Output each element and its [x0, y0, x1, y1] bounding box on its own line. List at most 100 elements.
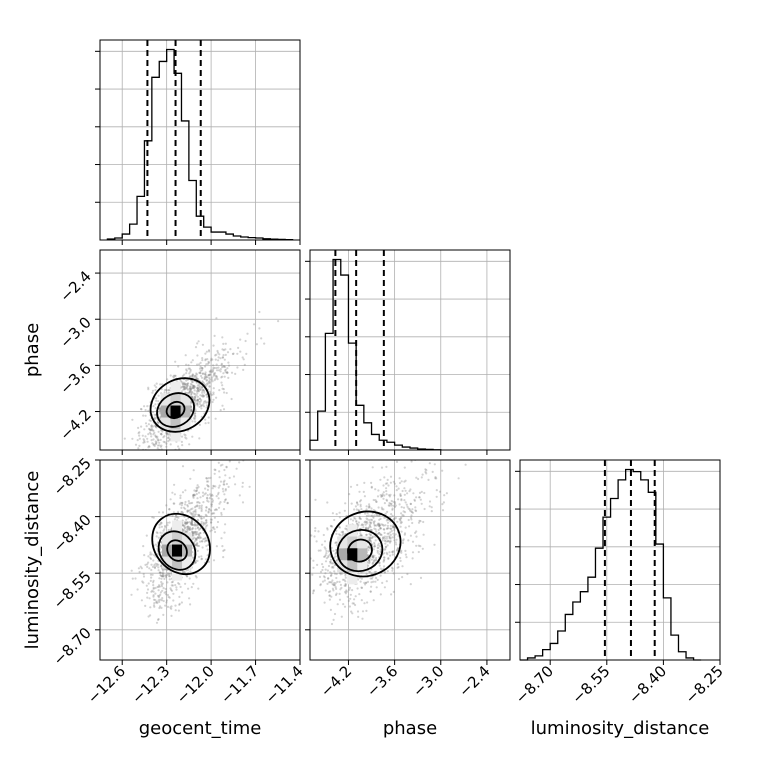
scatter-point [182, 529, 185, 532]
scatter-point [163, 391, 166, 394]
scatter-point [385, 537, 388, 540]
scatter-point [199, 365, 202, 368]
scatter-point [419, 498, 422, 501]
scatter-point [390, 593, 393, 596]
scatter-point [393, 502, 397, 505]
scatter-point [385, 499, 389, 502]
scatter-point [219, 409, 222, 412]
scatter-point [205, 404, 209, 407]
scatter-point [150, 439, 153, 442]
scatter-point [360, 508, 363, 511]
scatter-point [191, 385, 194, 388]
scatter-point [189, 388, 192, 391]
y-axis-title-phase: phase [22, 323, 43, 377]
scatter-point [194, 508, 197, 512]
scatter-point [371, 554, 374, 557]
scatter-point [332, 549, 335, 553]
scatter-point [193, 397, 196, 401]
scatter-point [332, 589, 335, 592]
scatter-point [207, 361, 211, 364]
scatter-point [159, 523, 162, 526]
scatter-point [395, 538, 398, 541]
scatter-point [370, 481, 373, 484]
scatter-point [363, 481, 366, 484]
scatter-point [149, 606, 152, 609]
scatter-point [168, 575, 171, 578]
scatter-point [166, 581, 169, 584]
scatter-point [364, 583, 367, 586]
scatter-point [401, 489, 404, 493]
scatter-point [348, 605, 351, 608]
scatter-point [331, 583, 334, 586]
scatter-point [154, 389, 157, 392]
scatter-point [335, 513, 338, 516]
scatter-point [161, 573, 165, 576]
scatter-point [202, 501, 205, 504]
scatter-point [400, 506, 403, 509]
scatter-point [160, 433, 163, 436]
scatter-point [160, 454, 162, 456]
scatter-point [382, 536, 385, 539]
scatter-point [198, 507, 201, 510]
scatter-point [365, 521, 368, 524]
scatter-point [163, 441, 166, 444]
scatter-point [195, 538, 198, 541]
scatter-point [161, 582, 164, 585]
scatter-point [186, 387, 189, 390]
scatter-point [226, 371, 229, 375]
scatter-point [421, 473, 424, 476]
scatter-point [186, 384, 189, 387]
scatter-point [139, 565, 142, 568]
scatter-point [173, 518, 176, 521]
scatter-point [137, 447, 140, 450]
scatter-point [369, 590, 372, 593]
scatter-point [213, 512, 216, 515]
scatter-point [312, 566, 315, 569]
scatter-point [166, 432, 169, 435]
scatter-point [205, 406, 208, 409]
scatter-point [367, 536, 370, 539]
density-cell [337, 548, 348, 561]
scatter-point [218, 470, 221, 473]
scatter-point [153, 605, 156, 608]
scatter-point [325, 557, 328, 560]
scatter-point [330, 572, 333, 575]
scatter-point [154, 543, 157, 546]
scatter-point [345, 524, 348, 528]
scatter-point [385, 535, 389, 538]
scatter-point [188, 509, 191, 512]
scatter-point [149, 429, 152, 432]
scatter-point [366, 512, 369, 515]
scatter-point [370, 507, 373, 510]
scatter-point [196, 484, 199, 487]
scatter-point [186, 382, 189, 385]
scatter-point [386, 478, 389, 481]
scatter-point [393, 539, 396, 542]
scatter-point [206, 499, 209, 502]
scatter-point [205, 477, 208, 480]
scatter-point [419, 576, 423, 580]
scatter-point [189, 522, 192, 526]
contour-2 [149, 377, 211, 433]
scatter-point [392, 590, 395, 594]
scatter-point [393, 518, 396, 521]
scatter-point [223, 358, 226, 361]
scatter-point [377, 531, 381, 535]
scatter-point [199, 496, 202, 499]
scatter-point [149, 428, 152, 431]
scatter-point [331, 525, 334, 528]
scatter-point [213, 472, 216, 475]
scatter-point [185, 363, 188, 366]
scatter-point [211, 400, 214, 404]
scatter-point [164, 576, 168, 579]
scatter-point [335, 587, 338, 591]
scatter-point [367, 528, 370, 531]
scatter-point [376, 544, 379, 547]
scatter-point [370, 558, 373, 561]
scatter-point [195, 376, 198, 379]
scatter-point [227, 485, 230, 488]
scatter-point [326, 501, 329, 504]
scatter-point [201, 546, 204, 549]
scatter-point [341, 530, 344, 533]
scatter-point [395, 543, 398, 546]
